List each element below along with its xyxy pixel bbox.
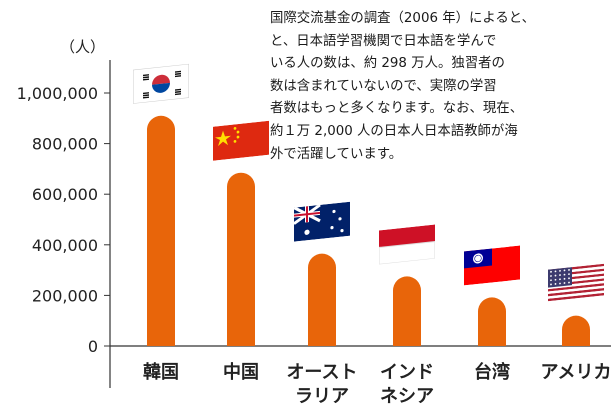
x-tick-label: 台湾 [474, 361, 510, 383]
y-tick-label: 400,000 [32, 236, 98, 255]
y-tick-label: 0 [88, 337, 98, 356]
china-flag-icon [213, 121, 269, 161]
x-tick-label: ネシア [380, 386, 434, 407]
indonesia-flag-icon [379, 225, 435, 265]
bar-base [308, 332, 336, 346]
x-tick-label: アメリカ [540, 362, 611, 383]
bar-base [562, 332, 590, 346]
x-tick-label: 韓国 [143, 361, 179, 383]
bar-base [393, 332, 421, 346]
y-tick-label: 800,000 [32, 135, 98, 154]
bar-base [147, 332, 175, 346]
x-tick-label: 中国 [223, 361, 259, 383]
x-tick-label: オースト [286, 362, 357, 383]
y-tick-label: 1,000,000 [17, 84, 98, 103]
y-tick-label: 200,000 [32, 286, 98, 305]
x-tick-label: インド [380, 362, 434, 383]
taiwan-flag-icon [464, 246, 520, 286]
bar-base [478, 332, 506, 346]
bar [227, 173, 255, 346]
korea-flag-icon [133, 64, 189, 104]
bar [147, 116, 175, 346]
australia-flag-icon [294, 202, 350, 242]
bar-base [227, 332, 255, 346]
x-tick-label: ラリア [295, 386, 349, 407]
y-tick-label: 600,000 [32, 185, 98, 204]
usa-flag-icon [548, 264, 604, 304]
